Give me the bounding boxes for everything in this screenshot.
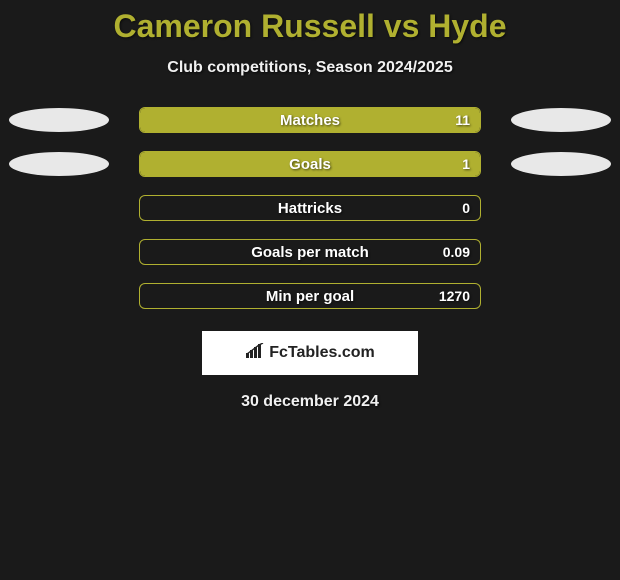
player-badge-left: [9, 152, 109, 176]
badge-spacer: [511, 196, 611, 220]
date-label: 30 december 2024: [0, 393, 620, 411]
brand-badge[interactable]: FcTables.com: [202, 331, 418, 375]
page-title: Cameron Russell vs Hyde: [0, 0, 620, 45]
stat-value: 1: [462, 152, 470, 176]
badge-spacer: [511, 240, 611, 264]
stat-bar: Hattricks0: [139, 195, 481, 221]
stat-label: Goals per match: [140, 240, 480, 264]
player-badge-right: [511, 108, 611, 132]
stat-row: Min per goal1270: [0, 283, 620, 309]
stat-value: 0.09: [443, 240, 470, 264]
stat-bar: Goals1: [139, 151, 481, 177]
stat-bar: Goals per match0.09: [139, 239, 481, 265]
stat-row: Goals1: [0, 151, 620, 177]
stat-label: Hattricks: [140, 196, 480, 220]
stat-value: 0: [462, 196, 470, 220]
badge-spacer: [9, 240, 109, 264]
badge-spacer: [511, 284, 611, 308]
chart-icon: [245, 343, 265, 364]
badge-spacer: [9, 196, 109, 220]
brand-label: FcTables.com: [269, 344, 375, 362]
stat-row: Goals per match0.09: [0, 239, 620, 265]
subtitle: Club competitions, Season 2024/2025: [0, 59, 620, 77]
player-badge-right: [511, 152, 611, 176]
stat-label: Min per goal: [140, 284, 480, 308]
stat-value: 1270: [439, 284, 470, 308]
stat-value: 11: [455, 108, 470, 132]
stat-label: Matches: [140, 108, 480, 132]
stat-row: Hattricks0: [0, 195, 620, 221]
comparison-card: Cameron Russell vs Hyde Club competition…: [0, 0, 620, 411]
stat-rows: Matches11 Goals1 Hattricks0 Goals per match…: [0, 107, 620, 309]
badge-spacer: [9, 284, 109, 308]
stat-bar: Matches11: [139, 107, 481, 133]
player-badge-left: [9, 108, 109, 132]
stat-label: Goals: [140, 152, 480, 176]
stat-row: Matches11: [0, 107, 620, 133]
stat-bar: Min per goal1270: [139, 283, 481, 309]
